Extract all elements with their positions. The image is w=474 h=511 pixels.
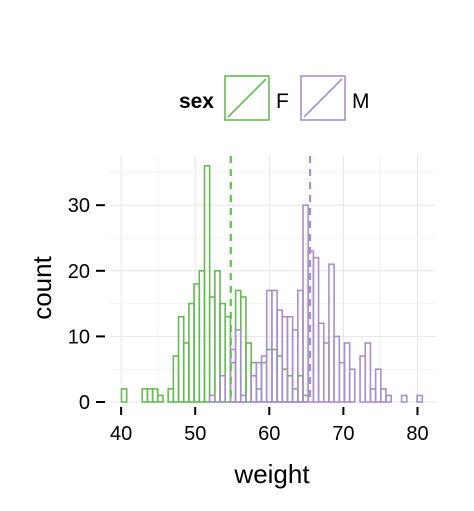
y-tick-label: 30 <box>68 195 90 217</box>
legend-key-stroke-F <box>227 78 267 118</box>
y-tick-label: 20 <box>68 261 90 283</box>
bar-M-31 <box>400 394 408 403</box>
bar-M-20 <box>328 263 335 403</box>
bar-M-0 <box>208 394 216 403</box>
y-tick-label: 10 <box>68 326 90 348</box>
bar-M-32 <box>416 394 424 403</box>
bar-M-1 <box>219 374 227 403</box>
axes: 0 10 20 30 40 50 60 70 80 <box>68 195 429 445</box>
legend-label-F: F <box>276 90 289 113</box>
bar-F-13 <box>203 165 211 403</box>
y-tick-label: 0 <box>79 392 90 414</box>
bar-M-28 <box>374 368 382 403</box>
legend-label-M: M <box>352 90 370 113</box>
bar-F-0 <box>120 388 128 403</box>
legend: sex F M <box>179 75 370 121</box>
bar-M-4 <box>239 394 247 403</box>
bar-M-3 <box>234 329 242 403</box>
y-axis-title: count <box>27 255 57 319</box>
x-tick-label: 40 <box>110 423 132 445</box>
legend-item-M: M <box>300 75 370 121</box>
legend-title: sex <box>179 90 214 113</box>
bar-M-30 <box>385 394 392 403</box>
legend-item-F: F <box>224 75 289 121</box>
x-tick-label: 70 <box>332 423 354 445</box>
plot-area <box>110 156 436 403</box>
series-M <box>208 204 424 403</box>
series-F <box>120 165 310 403</box>
x-tick-label: 50 <box>184 423 206 445</box>
x-tick-label: 60 <box>258 423 280 445</box>
bar-M-24 <box>348 368 356 403</box>
bar-M-26 <box>364 342 372 403</box>
legend-key-stroke-M <box>303 78 343 118</box>
bar-F-4 <box>156 394 164 403</box>
x-axis-title: weight <box>233 459 310 489</box>
x-tick-label: 80 <box>406 423 428 445</box>
